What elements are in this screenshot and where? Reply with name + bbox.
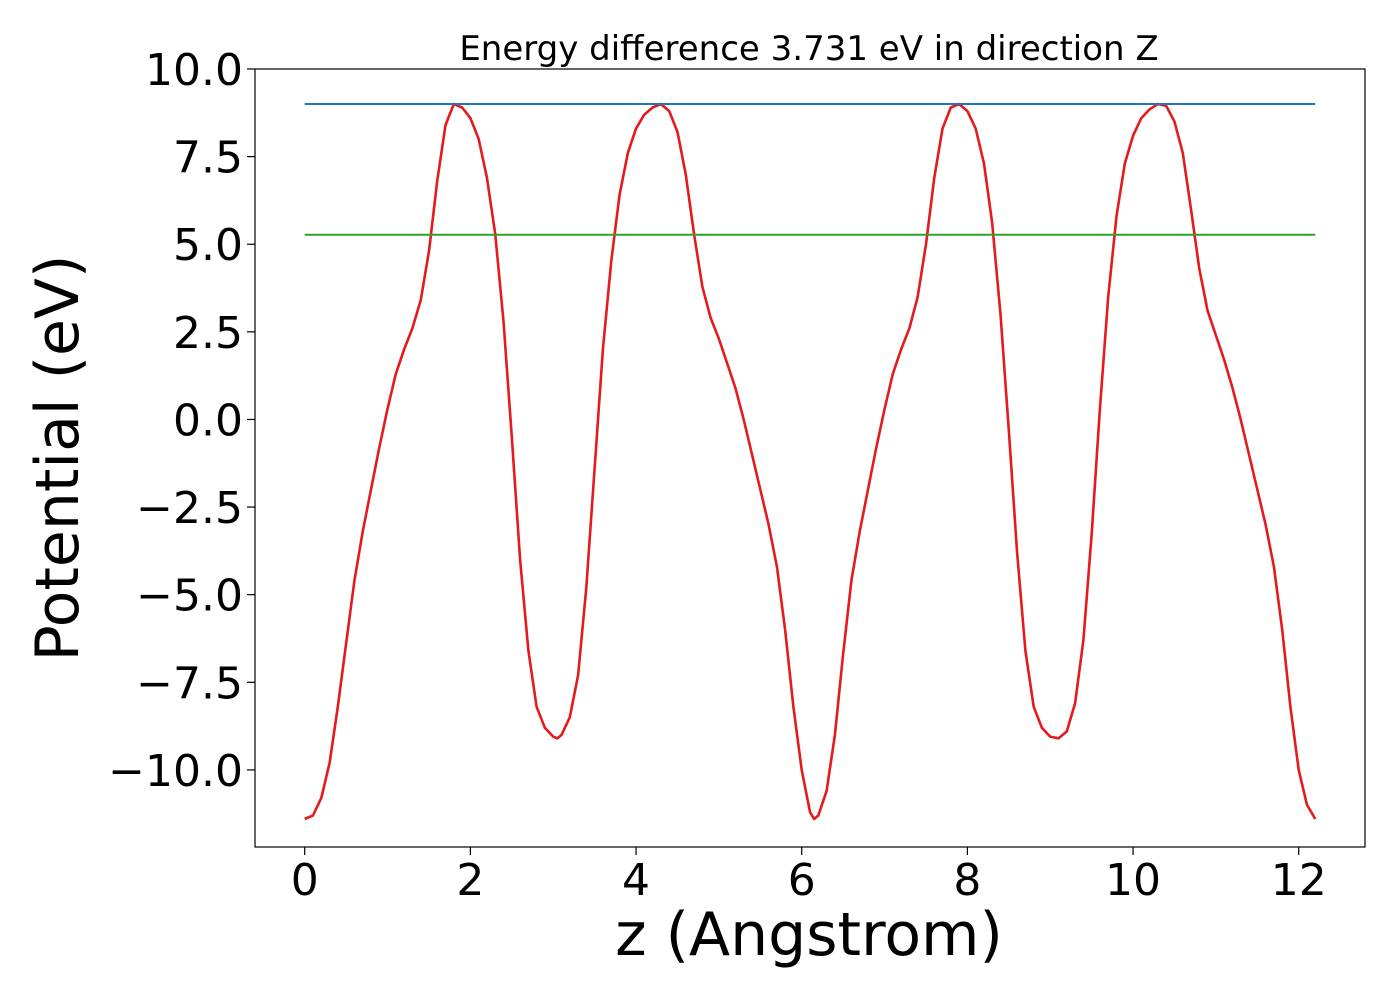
series-layer: [304, 102, 1317, 821]
x-tick-label: 4: [622, 855, 650, 906]
x-axis-title: z (Angstrom): [615, 900, 1003, 970]
y-tick-label: −2.5: [136, 483, 243, 534]
chart-title: Energy difference 3.731 eV in direction …: [459, 29, 1158, 69]
y-tick-label: 5.0: [173, 220, 243, 271]
y-axis-title: Potential (eV): [23, 255, 93, 662]
y-tick-label: 0.0: [173, 395, 243, 446]
potential-curve: [304, 102, 1317, 821]
x-tick-label: 6: [788, 855, 816, 906]
y-tick-label: 7.5: [173, 133, 243, 184]
x-tick-label: 0: [291, 855, 319, 906]
plot-frame: [254, 68, 1366, 848]
x-axis: 0 2 4 6 8 10 12: [291, 847, 1327, 906]
y-tick-label: −10.0: [108, 746, 243, 797]
x-tick-label: 2: [456, 855, 484, 906]
x-tick-label: 10: [1105, 855, 1161, 906]
y-tick-label: 2.5: [173, 308, 243, 359]
y-axis: −10.0 −7.5 −5.0 −2.5 0.0 2.5 5.0 7.5 10.0: [108, 45, 255, 797]
x-tick-label: 8: [953, 855, 981, 906]
y-tick-label: −5.0: [136, 571, 243, 622]
y-tick-label: −7.5: [136, 658, 243, 709]
y-tick-label: 10.0: [145, 45, 243, 96]
x-tick-label: 12: [1271, 855, 1327, 906]
